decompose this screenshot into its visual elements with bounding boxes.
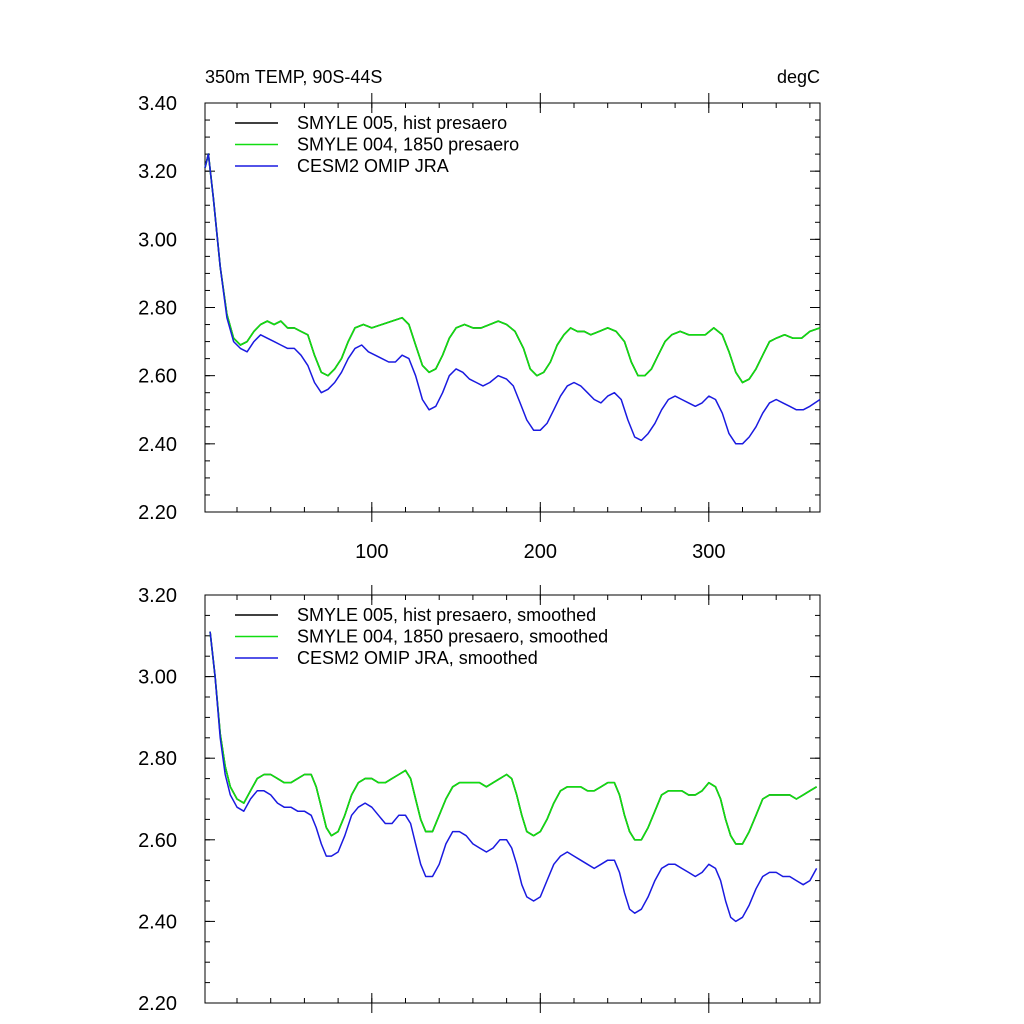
series-line-1850: [209, 631, 818, 845]
series-line-1850: [204, 153, 821, 384]
y-tick-label: 3.20: [138, 161, 177, 183]
y-tick-label: 2.80: [138, 748, 177, 770]
y-tick-label: 2.40: [138, 911, 177, 933]
y-tick-label: 3.00: [138, 229, 177, 251]
legend-label: SMYLE 005, hist presaero: [297, 113, 507, 133]
y-tick-label: 3.20: [138, 585, 177, 607]
series-line-omip: [209, 631, 818, 923]
legend-label: SMYLE 004, 1850 presaero, smoothed: [297, 627, 608, 647]
y-tick-label: 2.80: [138, 298, 177, 320]
y-tick-label: 2.60: [138, 366, 177, 388]
x-tick-label: 200: [524, 541, 557, 563]
y-tick-label: 2.60: [138, 830, 177, 852]
y-tick-label: 2.40: [138, 434, 177, 456]
legend-label: SMYLE 004, 1850 presaero: [297, 135, 519, 155]
y-tick-label: 2.20: [138, 993, 177, 1015]
units-label: degC: [777, 67, 820, 87]
bottom-panel: 2.20 2.40 2.60 2.80 3.00 3.20 SMYLE 005, hist …: [138, 585, 821, 1015]
x-tick-label: 300: [692, 541, 725, 563]
top-panel: 2.20 2.40 2.60 2.80 3.00 3.20 3.40 100 200 300 SMY…: [138, 93, 821, 563]
series-line-omip: [204, 153, 821, 445]
legend-label: SMYLE 005, hist presaero, smoothed: [297, 605, 596, 625]
y-tick-label: 3.40: [138, 93, 177, 115]
y-tick-label: 3.00: [138, 667, 177, 689]
x-tick-label: 100: [355, 541, 388, 563]
y-tick-label: 2.20: [138, 502, 177, 524]
legend-label: CESM2 OMIP JRA: [297, 156, 449, 176]
legend-label: CESM2 OMIP JRA, smoothed: [297, 648, 538, 668]
chart-title: 350m TEMP, 90S-44S: [205, 67, 382, 87]
